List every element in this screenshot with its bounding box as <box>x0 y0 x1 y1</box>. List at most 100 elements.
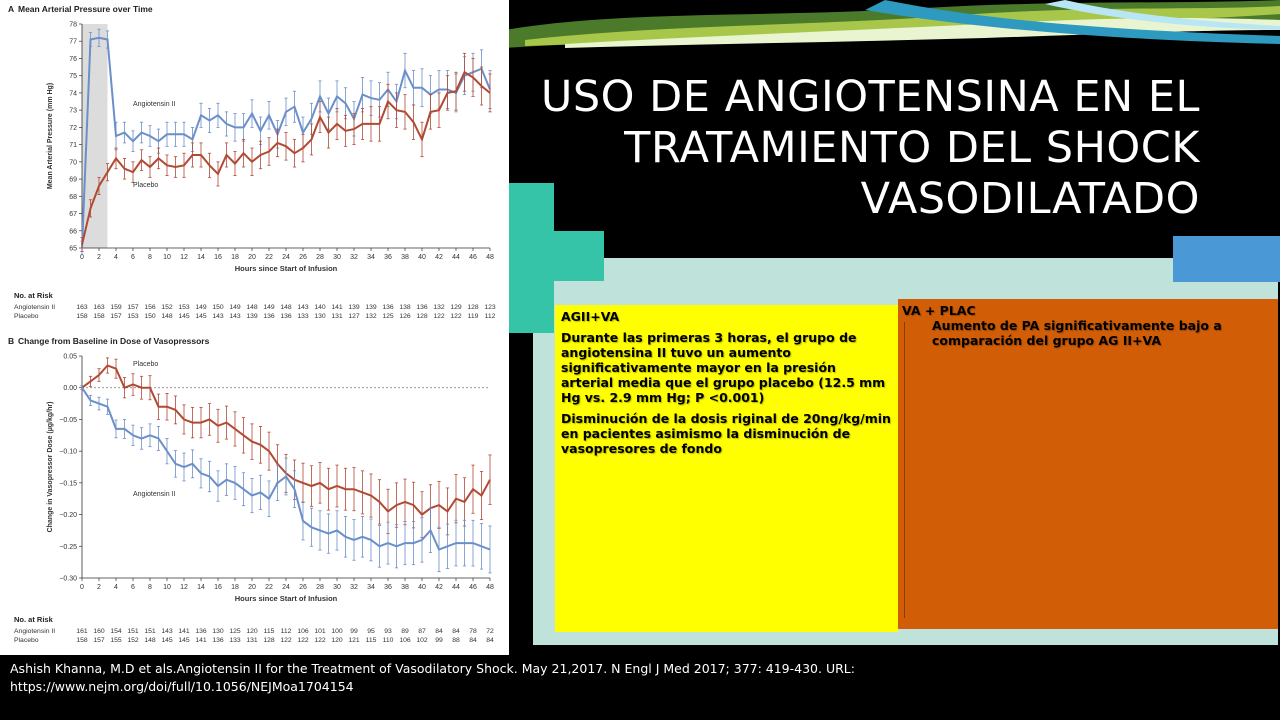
x-tick-label: 24 <box>282 584 290 591</box>
at-risk-value: 131 <box>331 313 343 320</box>
at-risk-value: 143 <box>297 304 309 311</box>
x-tick-label: 12 <box>180 584 188 591</box>
agii-va-box: AGII+VA Durante las primeras 3 horas, el… <box>555 305 898 632</box>
x-tick-label: 6 <box>131 254 135 261</box>
at-risk-value: 101 <box>314 628 326 635</box>
x-tick-label: 14 <box>197 254 205 261</box>
at-risk-value: 161 <box>76 628 88 635</box>
x-tick-label: 0 <box>80 584 84 591</box>
at-risk-value: 157 <box>93 637 105 644</box>
at-risk-value: 99 <box>435 637 443 644</box>
x-tick-label: 30 <box>333 254 341 261</box>
citation-line-1: Ashish Khanna, M.D et als.Angiotensin II… <box>10 661 855 676</box>
at-risk-value: 145 <box>161 637 173 644</box>
x-tick-label: 14 <box>197 584 205 591</box>
series-line <box>81 70 491 245</box>
x-tick-label: 12 <box>180 254 188 261</box>
at-risk-value: 72 <box>486 628 494 635</box>
at-risk-value: 112 <box>485 313 496 320</box>
at-risk-value: 127 <box>348 313 360 320</box>
at-risk-value: 119 <box>468 313 479 320</box>
at-risk-value: 122 <box>280 637 292 644</box>
at-risk-value: 84 <box>435 628 443 635</box>
x-tick-label: 20 <box>248 584 256 591</box>
at-risk-value: 152 <box>161 304 173 311</box>
y-tick-label: 77 <box>69 39 77 46</box>
y-tick-label: 69 <box>69 177 77 184</box>
y-tick-label: −0.25 <box>59 544 77 551</box>
at-risk-value: 95 <box>367 628 375 635</box>
x-axis-label: Hours since Start of Infusion <box>235 594 338 603</box>
at-risk-value: 121 <box>348 637 360 644</box>
at-risk-value: 149 <box>195 304 207 311</box>
agii-va-paragraph-2: Disminución de la dosis riginal de 20ng/… <box>561 411 891 456</box>
x-tick-label: 36 <box>384 584 392 591</box>
at-risk-value: 106 <box>297 628 309 635</box>
x-tick-label: 8 <box>148 584 152 591</box>
at-risk-value: 84 <box>486 637 494 644</box>
at-risk-value: 163 <box>93 304 105 311</box>
x-tick-label: 26 <box>299 254 307 261</box>
at-risk-value: 132 <box>433 304 445 311</box>
at-risk-value: 143 <box>229 313 241 320</box>
x-tick-label: 32 <box>350 584 358 591</box>
title-line-3: VASODILATADO <box>860 174 1200 224</box>
y-tick-label: 73 <box>69 108 77 115</box>
x-tick-label: 16 <box>214 584 222 591</box>
at-risk-value: 151 <box>127 628 139 635</box>
at-risk-value: 122 <box>433 313 445 320</box>
chart-title: Mean Arterial Pressure over Time <box>18 4 153 14</box>
at-risk-value: 131 <box>246 637 258 644</box>
at-risk-row-label: Angiotensin II <box>14 304 55 311</box>
at-risk-value: 139 <box>365 304 377 311</box>
series-label: Placebo <box>133 182 158 189</box>
orange-divider-line <box>904 322 905 618</box>
at-risk-value: 102 <box>416 637 428 644</box>
at-risk-value: 100 <box>331 628 343 635</box>
at-risk-value: 128 <box>467 304 479 311</box>
at-risk-value: 150 <box>212 304 224 311</box>
title-line-1: USO DE ANGIOTENSINA EN EL <box>540 72 1200 122</box>
at-risk-value: 145 <box>195 313 207 320</box>
y-tick-label: −0.20 <box>59 512 77 519</box>
at-risk-value: 99 <box>350 628 358 635</box>
at-risk-value: 148 <box>161 313 173 320</box>
at-risk-value: 136 <box>263 313 275 320</box>
at-risk-value: 152 <box>127 637 139 644</box>
at-risk-value: 128 <box>416 313 428 320</box>
y-tick-label: 78 <box>69 22 77 29</box>
x-tick-label: 28 <box>316 254 324 261</box>
series-line <box>81 387 491 551</box>
at-risk-value: 138 <box>399 304 411 311</box>
at-risk-value: 148 <box>246 304 258 311</box>
at-risk-value: 123 <box>484 304 496 311</box>
y-tick-label: 67 <box>69 211 77 218</box>
at-risk-value: 130 <box>314 313 326 320</box>
x-tick-label: 46 <box>469 584 477 591</box>
x-tick-label: 20 <box>248 254 256 261</box>
x-tick-label: 2 <box>97 584 101 591</box>
y-tick-label: 71 <box>69 142 77 149</box>
series-label: Placebo <box>133 361 158 368</box>
y-tick-label: 0.00 <box>63 385 77 392</box>
x-tick-label: 48 <box>486 584 494 591</box>
x-tick-label: 28 <box>316 584 324 591</box>
series-2 <box>80 52 492 252</box>
citation: Ashish Khanna, M.D et als.Angiotensin II… <box>10 660 1010 696</box>
va-plac-text: Aumento de PA significativamente bajo a … <box>932 318 1222 348</box>
x-tick-label: 30 <box>333 584 341 591</box>
at-risk-value: 122 <box>314 637 326 644</box>
y-tick-label: −0.10 <box>59 449 77 456</box>
at-risk-value: 143 <box>212 313 224 320</box>
at-risk-value: 159 <box>110 304 122 311</box>
at-risk-value: 115 <box>366 637 377 644</box>
at-risk-value: 128 <box>263 637 275 644</box>
leaf-decoration <box>505 0 1280 62</box>
at-risk-value: 141 <box>178 628 190 635</box>
at-risk-value: 145 <box>178 313 190 320</box>
chart-panel-b: B Change from Baseline in Dose of Vasopre… <box>8 336 494 644</box>
at-risk-value: 141 <box>331 304 343 311</box>
at-risk-value: 158 <box>76 313 88 320</box>
at-risk-value: 158 <box>76 637 88 644</box>
at-risk-value: 126 <box>399 313 411 320</box>
